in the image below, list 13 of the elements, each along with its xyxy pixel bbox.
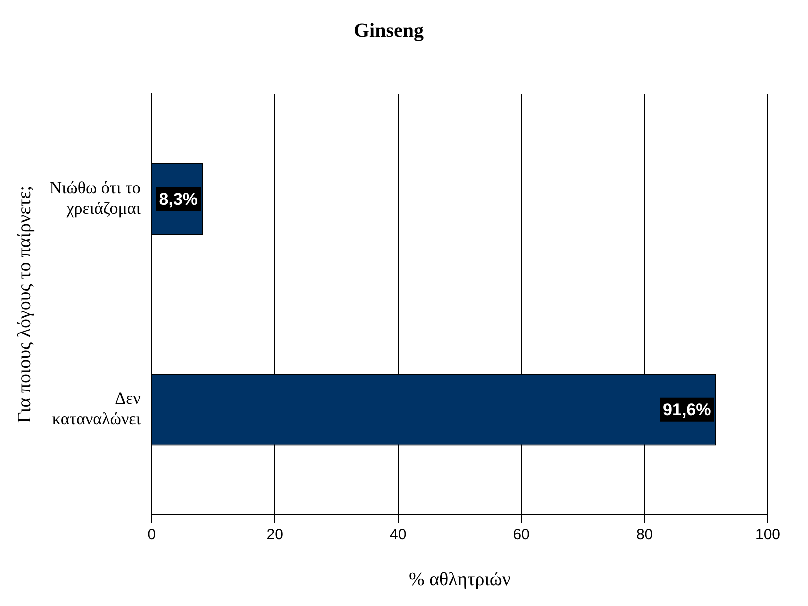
x-tick-label: 40	[390, 526, 407, 544]
chart-title: Ginseng	[354, 20, 424, 42]
x-tick-label: 80	[636, 526, 654, 544]
x-tick-label: 100	[755, 526, 781, 544]
y-axis-title: Για ποιους λόγους το παίρνετε;	[14, 186, 36, 424]
data-label: 91,6%	[663, 400, 712, 420]
y-tick-label: Δεν καταναλώνει	[52, 389, 142, 429]
data-label: 8,3%	[159, 190, 198, 209]
x-tick-label: 20	[266, 526, 284, 544]
x-tick-label: 0	[148, 526, 156, 544]
x-tick-label: 60	[513, 526, 530, 544]
x-axis-title: % αθλητριών	[408, 570, 512, 591]
y-tick-label: Νιώθω ότι το χρειάζομαι	[50, 178, 142, 218]
